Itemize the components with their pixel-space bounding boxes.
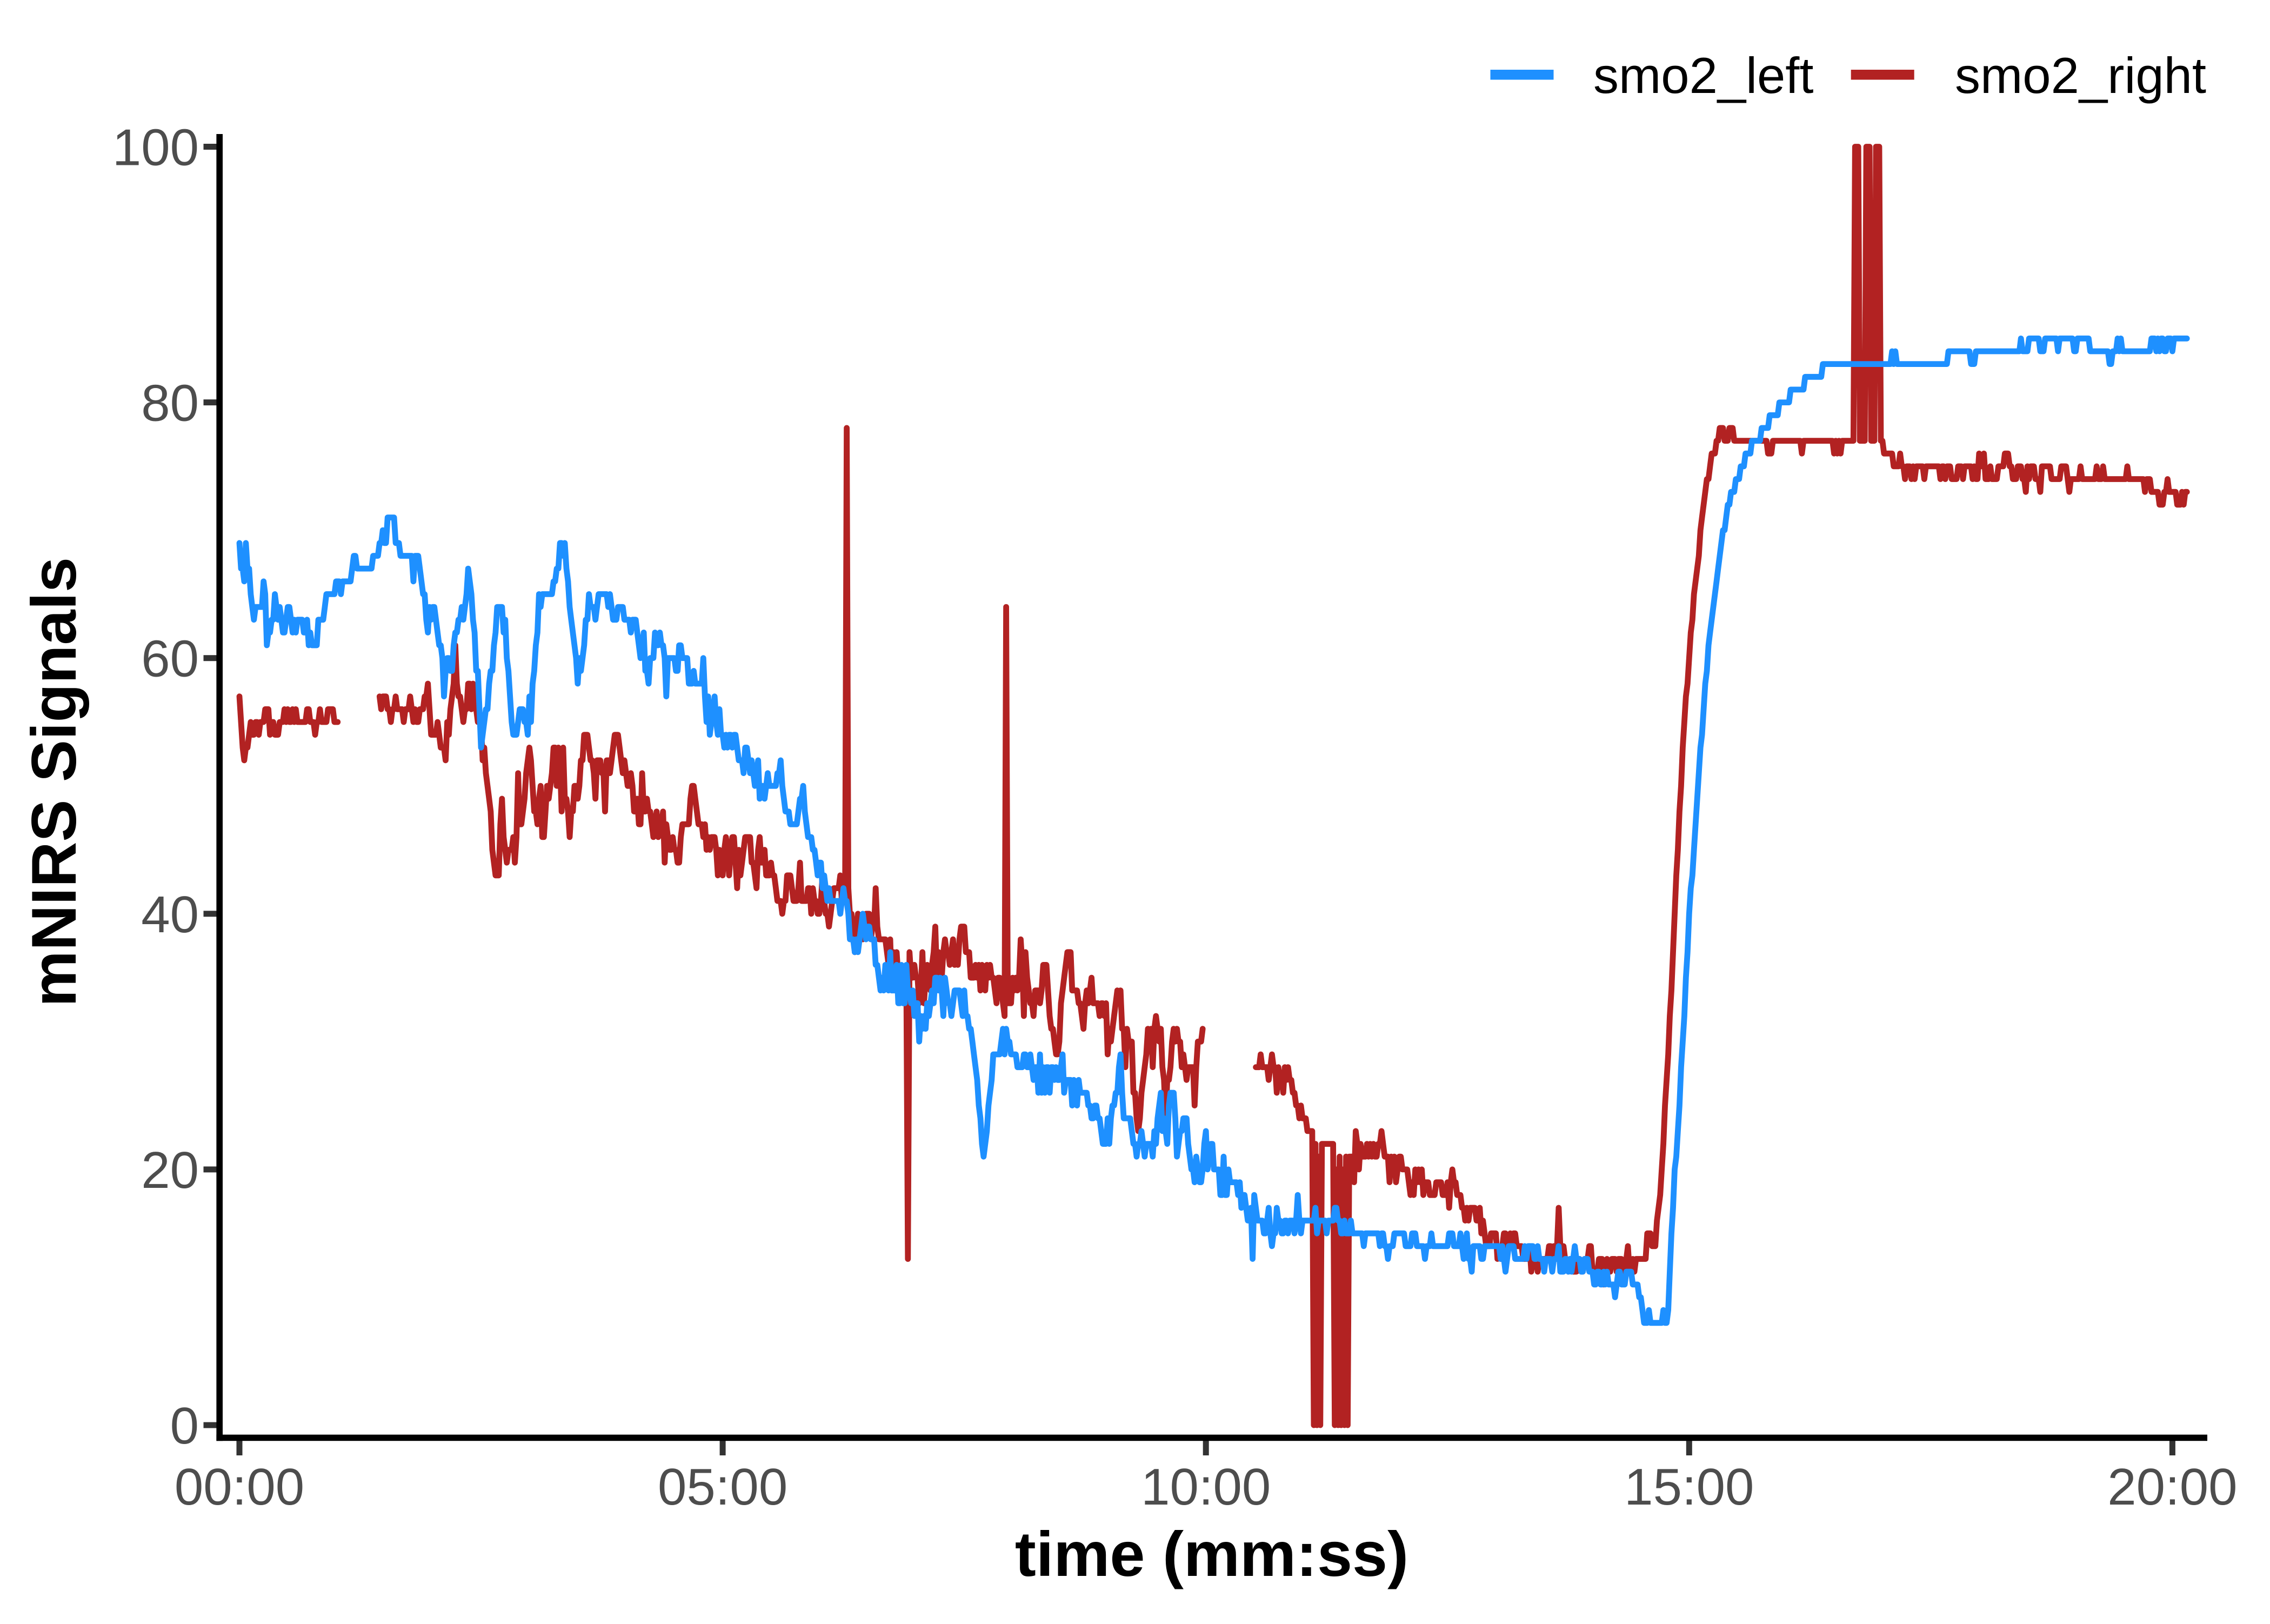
svg-text:0: 0 — [170, 1397, 199, 1455]
svg-text:15:00: 15:00 — [1624, 1458, 1754, 1516]
svg-text:20:00: 20:00 — [2107, 1458, 2237, 1516]
svg-text:05:00: 05:00 — [658, 1458, 787, 1516]
svg-text:time (mm:ss): time (mm:ss) — [1015, 1519, 1408, 1589]
svg-text:80: 80 — [141, 375, 199, 432]
svg-text:60: 60 — [141, 630, 199, 688]
svg-text:40: 40 — [141, 886, 199, 944]
svg-text:100: 100 — [112, 119, 199, 177]
svg-text:20: 20 — [141, 1141, 199, 1199]
svg-text:00:00: 00:00 — [175, 1458, 304, 1516]
svg-text:smo2_left: smo2_left — [1593, 47, 1814, 104]
svg-text:10:00: 10:00 — [1141, 1458, 1271, 1516]
svg-text:smo2_right: smo2_right — [1955, 47, 2206, 104]
svg-text:mNIRS Signals: mNIRS Signals — [18, 557, 89, 1007]
